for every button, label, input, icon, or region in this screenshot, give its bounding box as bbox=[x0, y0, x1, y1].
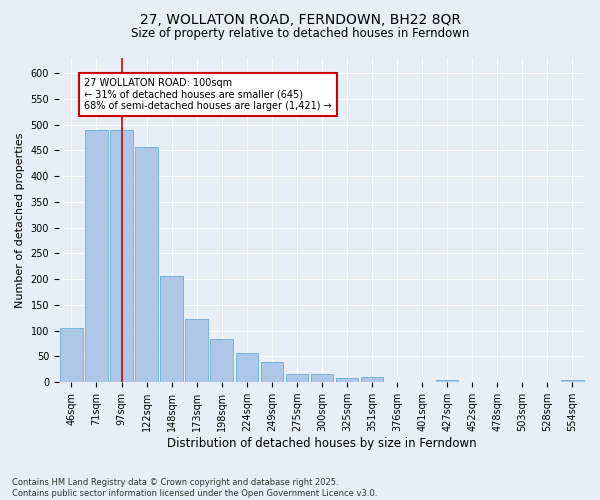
Text: 27 WOLLATON ROAD: 100sqm
← 31% of detached houses are smaller (645)
68% of semi-: 27 WOLLATON ROAD: 100sqm ← 31% of detach… bbox=[84, 78, 332, 112]
Bar bbox=[136, 146, 158, 382]
Bar bbox=[236, 353, 258, 382]
Bar bbox=[185, 320, 208, 382]
Bar bbox=[160, 276, 183, 382]
Bar bbox=[311, 374, 333, 382]
Bar bbox=[110, 130, 133, 382]
Bar bbox=[361, 377, 383, 382]
Text: Contains HM Land Registry data © Crown copyright and database right 2025.
Contai: Contains HM Land Registry data © Crown c… bbox=[12, 478, 377, 498]
Bar bbox=[60, 328, 83, 382]
Bar bbox=[436, 380, 458, 382]
Bar bbox=[286, 374, 308, 382]
Bar bbox=[561, 380, 584, 382]
Text: 27, WOLLATON ROAD, FERNDOWN, BH22 8QR: 27, WOLLATON ROAD, FERNDOWN, BH22 8QR bbox=[139, 12, 461, 26]
Y-axis label: Number of detached properties: Number of detached properties bbox=[15, 132, 25, 308]
Bar bbox=[211, 340, 233, 382]
Bar bbox=[85, 130, 108, 382]
X-axis label: Distribution of detached houses by size in Ferndown: Distribution of detached houses by size … bbox=[167, 437, 477, 450]
Bar bbox=[336, 378, 358, 382]
Text: Size of property relative to detached houses in Ferndown: Size of property relative to detached ho… bbox=[131, 28, 469, 40]
Bar bbox=[260, 362, 283, 382]
